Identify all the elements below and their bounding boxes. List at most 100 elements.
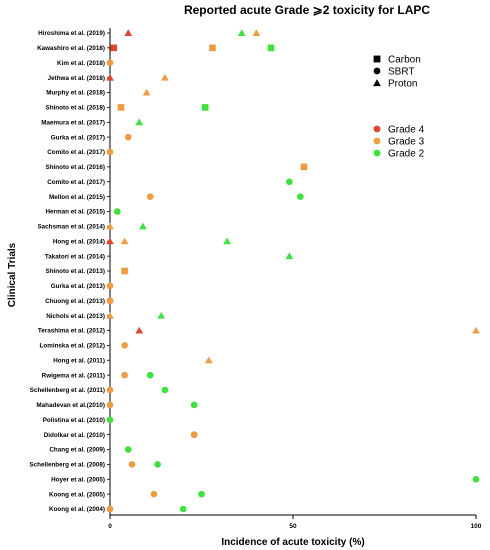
data-point: [198, 490, 205, 498]
data-point: [154, 461, 161, 468]
chart-title: Reported acute Grade ⩾2 toxicity for LAP…: [184, 3, 430, 17]
data-point: [114, 208, 121, 215]
data-point: [190, 401, 198, 409]
legend-label: Grade 2: [388, 149, 425, 160]
data-point: [125, 446, 132, 453]
data-point: [106, 73, 114, 81]
y-axis-title: Clinical Trials: [7, 242, 18, 307]
legend-label: Grade 3: [388, 137, 425, 148]
legend-label: Carbon: [388, 55, 421, 66]
y-tick-label: Kim et al. (2018): [57, 60, 105, 67]
data-point: [106, 297, 114, 305]
data-point: [106, 237, 114, 245]
x-tick-label: 100: [471, 523, 482, 530]
y-tick-label: Hong et al. (2014): [53, 238, 105, 245]
y-tick-label: Lominska et al. (2012): [40, 343, 105, 350]
data-point: [135, 118, 144, 126]
legend-label: Grade 4: [388, 125, 425, 136]
y-tick-label: Mahadevan et al.(2010): [36, 402, 105, 409]
data-point: [286, 178, 293, 186]
data-point: [139, 222, 147, 230]
y-tick-label: Schellenberg et al. (2011): [30, 387, 105, 394]
y-tick-label: Chang et al. (2009): [49, 447, 105, 454]
data-point: [252, 29, 261, 37]
data-point: [146, 371, 154, 379]
x-tick-label: 50: [289, 523, 297, 530]
data-point: [237, 29, 246, 37]
data-point: [142, 88, 151, 96]
data-point: [110, 44, 117, 52]
data-point: [128, 461, 136, 468]
data-point: [205, 356, 213, 364]
y-tick-label: Murphy et al. (2018): [46, 90, 105, 97]
data-point: [190, 431, 198, 438]
y-tick-label: Koong et al. (2005): [49, 491, 105, 498]
legend-grade-marker: [373, 125, 381, 133]
legend-sbrt-marker: [373, 67, 381, 75]
data-point: [106, 386, 114, 394]
y-tick-label: Jethwa et al. (2018): [48, 75, 105, 82]
data-point: [300, 163, 308, 171]
y-tick-label: Comito et al. (2017): [47, 149, 105, 156]
data-point: [106, 59, 114, 67]
y-tick-label: Hoyer et al. (2005): [51, 476, 105, 483]
y-tick-label: Herman et al. (2015): [46, 209, 106, 216]
y-tick-label: Didolkar et al. (2010): [44, 432, 105, 439]
data-point: [209, 44, 216, 52]
data-point: [124, 29, 133, 37]
data-point: [125, 133, 132, 141]
x-tick-label: 0: [108, 523, 112, 530]
data-point: [285, 252, 294, 260]
y-tick-label: Kawashiro et al. (2018): [37, 45, 105, 52]
data-point: [179, 505, 187, 513]
data-point: [150, 490, 158, 498]
y-tick-label: Shinoto et al. (2018): [46, 105, 105, 112]
data-point: [121, 371, 128, 379]
legend-grade-marker: [373, 149, 381, 157]
y-tick-label: Maemura et al. (2017): [41, 119, 105, 126]
y-tick-label: Shinoto et al. (2013): [46, 268, 105, 275]
data-point: [297, 193, 304, 200]
y-tick-label: Nichols et al. (2013): [46, 313, 105, 320]
data-point: [135, 326, 144, 334]
y-tick-label: Hiroshima et al. (2019): [38, 30, 105, 37]
y-tick-label: Comito et al. (2017): [47, 179, 105, 186]
data-point: [106, 282, 114, 290]
data-point: [121, 267, 128, 275]
legend-proton-marker: [373, 79, 381, 87]
legend-label: SBRT: [388, 67, 415, 78]
data-point: [117, 104, 125, 111]
legend-carbon-marker: [373, 55, 381, 63]
data-point: [106, 311, 114, 319]
data-point: [157, 311, 166, 319]
y-tick-label: Chuong et al. (2013): [45, 298, 105, 305]
y-tick-label: Sachsman et al. (2014): [37, 224, 105, 231]
data-point: [106, 148, 114, 156]
data-point: [146, 193, 154, 200]
data-point: [106, 222, 114, 230]
y-tick-label: Gurka et al. (2017): [51, 134, 105, 141]
y-tick-label: Terashima et al. (2012): [38, 328, 105, 335]
data-point: [267, 44, 275, 52]
x-axis-title: Incidence of acute toxicity (%): [221, 537, 364, 548]
y-tick-label: Mellon et al. (2015): [49, 194, 105, 201]
y-tick-label: Polistina et al. (2010): [43, 417, 105, 424]
data-point: [106, 416, 114, 424]
data-point: [161, 73, 169, 81]
data-point: [106, 505, 114, 513]
y-tick-label: Koong et al. (2004): [49, 506, 105, 513]
y-tick-label: Rwigema et al. (2011): [42, 372, 105, 379]
data-point: [121, 342, 128, 349]
data-point: [161, 386, 169, 394]
legend-label: Proton: [388, 79, 417, 90]
data-point: [223, 237, 231, 245]
y-tick-label: Gurka et al. (2013): [51, 283, 105, 290]
data-point: [472, 326, 480, 334]
plot-area: Hiroshima et al. (2019) Kawashiro et al. …: [29, 28, 482, 530]
y-tick-label: Schellenberg et al. (2008): [29, 462, 105, 469]
data-point: [201, 104, 209, 111]
legend-grade-marker: [373, 137, 381, 145]
y-tick-label: Takatori et al. (2014): [45, 253, 105, 260]
